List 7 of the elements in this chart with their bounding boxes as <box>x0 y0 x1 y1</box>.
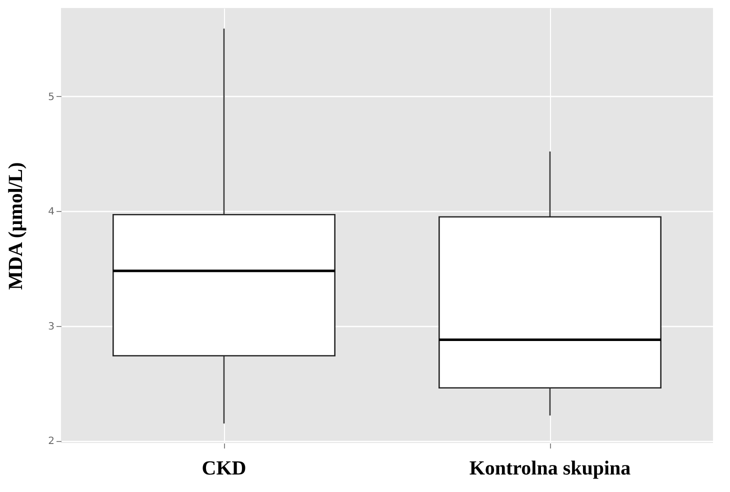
y-tick-label: 3 <box>48 321 54 332</box>
x-tick-label: Kontrolna skupina <box>469 458 631 480</box>
y-tick-label: 5 <box>48 92 54 103</box>
y-axis-title: MDA (µmol/L) <box>5 162 28 290</box>
y-tick-label: 4 <box>48 206 54 218</box>
x-tick-label: CKD <box>202 458 246 480</box>
y-tick-label: 2 <box>48 436 54 448</box>
